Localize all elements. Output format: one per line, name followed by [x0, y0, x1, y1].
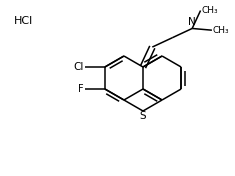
Text: N: N — [188, 17, 196, 27]
Text: CH₃: CH₃ — [202, 6, 218, 15]
Text: S: S — [140, 112, 146, 121]
Text: F: F — [78, 84, 84, 94]
Text: HCl: HCl — [14, 16, 33, 26]
Text: Cl: Cl — [74, 62, 84, 72]
Text: CH₃: CH₃ — [213, 26, 230, 35]
